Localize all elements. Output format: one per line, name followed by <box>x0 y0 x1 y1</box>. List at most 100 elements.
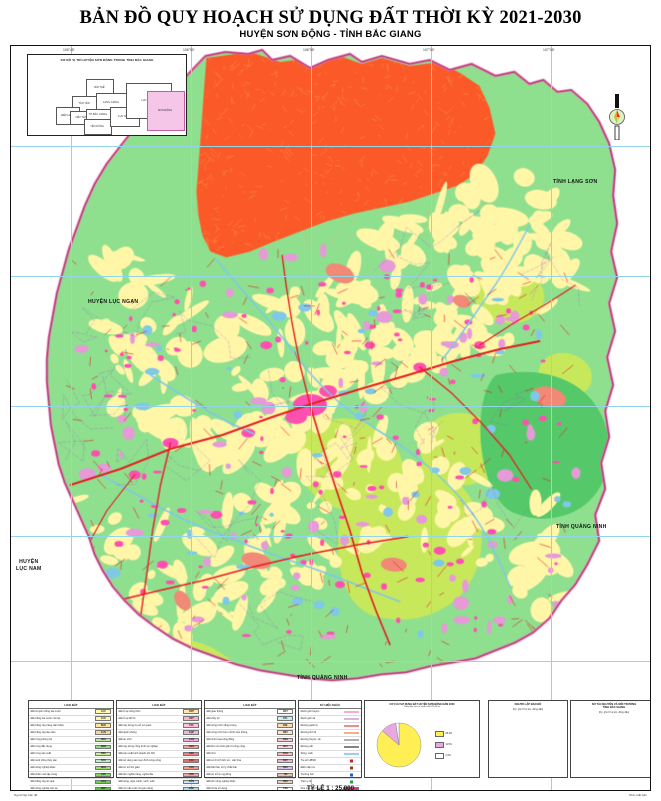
legend-row-label: Ranh giới huyện <box>300 709 320 713</box>
legend-swatch: BHK <box>95 723 112 728</box>
legend-row-label: Trạm y tế <box>300 779 312 783</box>
legend-swatch: NTD <box>183 772 200 778</box>
legend-swatch: MNC <box>183 786 200 790</box>
legend-point-symbol <box>343 773 359 777</box>
legend-swatch: RPH <box>95 737 112 742</box>
legend-row[interactable]: Đất nông nghiệp còn lại NNP <box>29 786 113 790</box>
inset-district-label: YÊN THẾ <box>93 86 105 90</box>
inset-district-9[interactable] <box>147 91 185 131</box>
legend-swatch: CQP <box>183 730 200 735</box>
legend-row[interactable]: Đất trồng cây lâu năm CLN <box>29 730 113 737</box>
pie-legend-item: 86,2% <box>435 731 452 737</box>
legend-row[interactable]: Đường sắt <box>299 744 361 751</box>
legend-row[interactable]: Đất rừng phòng hộ RPH <box>29 737 113 744</box>
legend-row-label: Đất cơ sở tín ngưỡng <box>206 772 232 776</box>
legend-swatch: CAQ <box>95 779 112 785</box>
legend-row[interactable]: Điểm dân cư <box>299 765 361 772</box>
legend-row[interactable]: Đất giao thông DGT <box>205 709 295 716</box>
legend-row[interactable]: Đất làm nghĩa trang, nghĩa địa NTD <box>117 772 201 779</box>
inset-location-map[interactable]: SƠ ĐỒ VỊ TRÍ HUYỆN SƠN ĐỘNG TRONG TỈNH B… <box>27 54 187 136</box>
legend-row[interactable]: Đất trồng lúa nước còn lại LUK <box>29 716 113 723</box>
legend-row[interactable]: Đất khu vui chơi giải trí công cộng DKV <box>205 744 295 751</box>
neighbor-label-1: HUYỆN LỤC NGẠN <box>88 299 139 305</box>
legend-row[interactable]: Đất trồng cây hàng năm khác BHK <box>29 723 113 730</box>
signature-header: SỞ TÀI NGUYÊN VÀ MÔI TRƯỜNG TỈNH BẮC GIAN… <box>591 703 637 710</box>
legend-swatch: CLN <box>95 730 112 735</box>
graticule-line-h <box>11 661 650 662</box>
legend-row[interactable]: Đất quốc phòng CQP <box>117 730 201 737</box>
north-arrow-icon <box>606 94 628 141</box>
legend-row[interactable]: Đất cơ sở tôn giáo TON <box>117 765 201 772</box>
legend-row[interactable]: Đất xây dựng công trình sự nghiệp DSN <box>117 744 201 751</box>
graticule-line-h <box>11 536 650 537</box>
legend-row[interactable]: Đất nuôi trồng thủy sản NTS <box>29 758 113 765</box>
legend-row[interactable]: Đường huyện, xã <box>299 737 361 744</box>
legend-swatch: SON <box>183 779 200 785</box>
legend-row[interactable]: Đất thủy lợi DTL <box>205 716 295 723</box>
legend-swatch: DRA <box>277 765 294 771</box>
map-canvas[interactable] <box>11 46 650 790</box>
legend-row-label: Đất chưa sử dụng <box>206 787 228 791</box>
legend-line-symbol <box>343 745 359 749</box>
legend-column-header: LOẠI ĐẤT <box>205 701 295 709</box>
legend-row-label: Đất thủy lợi <box>206 716 220 720</box>
legend-row[interactable]: Đất công trình bưu chính viễn thông DBV <box>205 730 295 737</box>
legend-row[interactable]: Đất sử dụng vào mục đích công cộng CCC <box>117 758 201 765</box>
legend-swatch: RDD <box>95 744 112 749</box>
legend-row[interactable]: Đất xây dựng trụ sở cơ quan TSC <box>117 723 201 730</box>
legend-row[interactable]: Đất rừng sản xuất RSX <box>29 751 113 758</box>
legend-row-label: Khu vực quy hoạch <box>300 787 323 791</box>
legend-row[interactable]: Ranh giới xã <box>299 716 361 723</box>
legend-row-label: Đất cơ sở tôn giáo <box>118 765 140 769</box>
legend-row[interactable]: Đất nông nghiệp khác NKH <box>29 765 113 772</box>
legend-row[interactable]: Đất chuyên trồng lúa nước LUC <box>29 709 113 716</box>
legend-row[interactable]: Đất ở tại đô thị ODT <box>117 716 201 723</box>
legend-column-0: LOẠI ĐẤT Đất chuyên trồng lúa nước LUC Đất … <box>28 700 114 790</box>
legend-row[interactable]: Đường quốc lộ <box>299 723 361 730</box>
legend-row[interactable]: Đất công trình năng lượng DNL <box>205 723 295 730</box>
legend-row[interactable]: Đất ở tại nông thôn ONT <box>117 709 201 716</box>
legend-row[interactable]: Đất có di tích lịch sử - văn hóa DDT <box>205 758 295 765</box>
graticule-line-v <box>311 46 312 790</box>
legend-row-label: Đất trồng cây hàng năm khác <box>30 723 64 727</box>
inset-district-label: LẠNG GIANG <box>102 100 120 104</box>
inset-district-6[interactable] <box>84 119 112 135</box>
legend-row[interactable]: Đất sinh hoạt cộng đồng DSH <box>205 737 295 744</box>
legend-row[interactable]: Trạm y tế <box>299 779 361 787</box>
legend-row[interactable]: Ranh giới huyện <box>299 709 361 716</box>
legend-swatch: CSK <box>183 751 200 756</box>
pie-chart-subtitle: Tổng diện tích tự nhiên: 86.011,40 ha <box>403 705 441 708</box>
legend-row[interactable]: Đất cơ sở tín ngưỡng TIN <box>205 772 295 779</box>
neighbor-label-2: TỈNH QUẢNG NINH <box>556 524 607 530</box>
legend-row[interactable]: Đất bãi thải, xử lý chất thải DRA <box>205 765 295 772</box>
legend-swatch: DDT <box>277 758 294 764</box>
legend-row-label: Đất trồng cây lâu năm <box>30 730 56 734</box>
legend-row[interactable]: Đất chưa sử dụng CSD <box>205 786 295 791</box>
credit-right: Nhà xuất bản <box>629 793 647 797</box>
legend-row[interactable]: Đất an ninh CAN <box>117 737 201 744</box>
legend-row[interactable]: Đất phi nông nghiệp khác PNK <box>205 779 295 787</box>
legend-row-label: Đất có di tích lịch sử - văn hóa <box>206 758 241 762</box>
legend-row-label: Đường huyện, xã <box>300 737 321 741</box>
legend-row[interactable]: Đường tỉnh lộ <box>299 730 361 737</box>
legend-row[interactable]: Đất trồng cây ăn quả CAQ <box>29 779 113 787</box>
legend-row[interactable]: Đất rừng đặc dụng RDD <box>29 744 113 751</box>
pie-legend-item: 2,3% <box>435 753 451 759</box>
legend-row[interactable]: Đất chăn nuôi tập trung CNT <box>29 772 113 779</box>
legend-row[interactable]: Sông, suối <box>299 751 361 758</box>
legend-row-label: Đất nuôi trồng thủy sản <box>30 758 57 762</box>
legend-row[interactable]: Đất sông, ngòi, kênh, rạch, suối SON <box>117 779 201 787</box>
legend-row[interactable]: Khu vực quy hoạch <box>299 786 361 791</box>
legend-row[interactable]: Trụ sở UBND <box>299 758 361 765</box>
legend-line-symbol <box>343 716 359 720</box>
legend-row[interactable]: Đất sản xuất kinh doanh phi NN CSK <box>117 751 201 758</box>
legend-swatch: DTL <box>277 716 294 721</box>
legend-row[interactable]: Đất có mặt nước chuyên dùng MNC <box>117 786 201 790</box>
legend-row-label: Đất rừng đặc dụng <box>30 744 52 748</box>
legend-row[interactable]: Đất chợ DCH <box>205 751 295 758</box>
legend-swatch: DGT <box>277 709 294 714</box>
pie-legend-item: 11,5% <box>435 742 452 748</box>
legend-column-header: KÝ HIỆU KHÁC <box>299 701 361 709</box>
legend-row[interactable]: Trường học <box>299 772 361 779</box>
